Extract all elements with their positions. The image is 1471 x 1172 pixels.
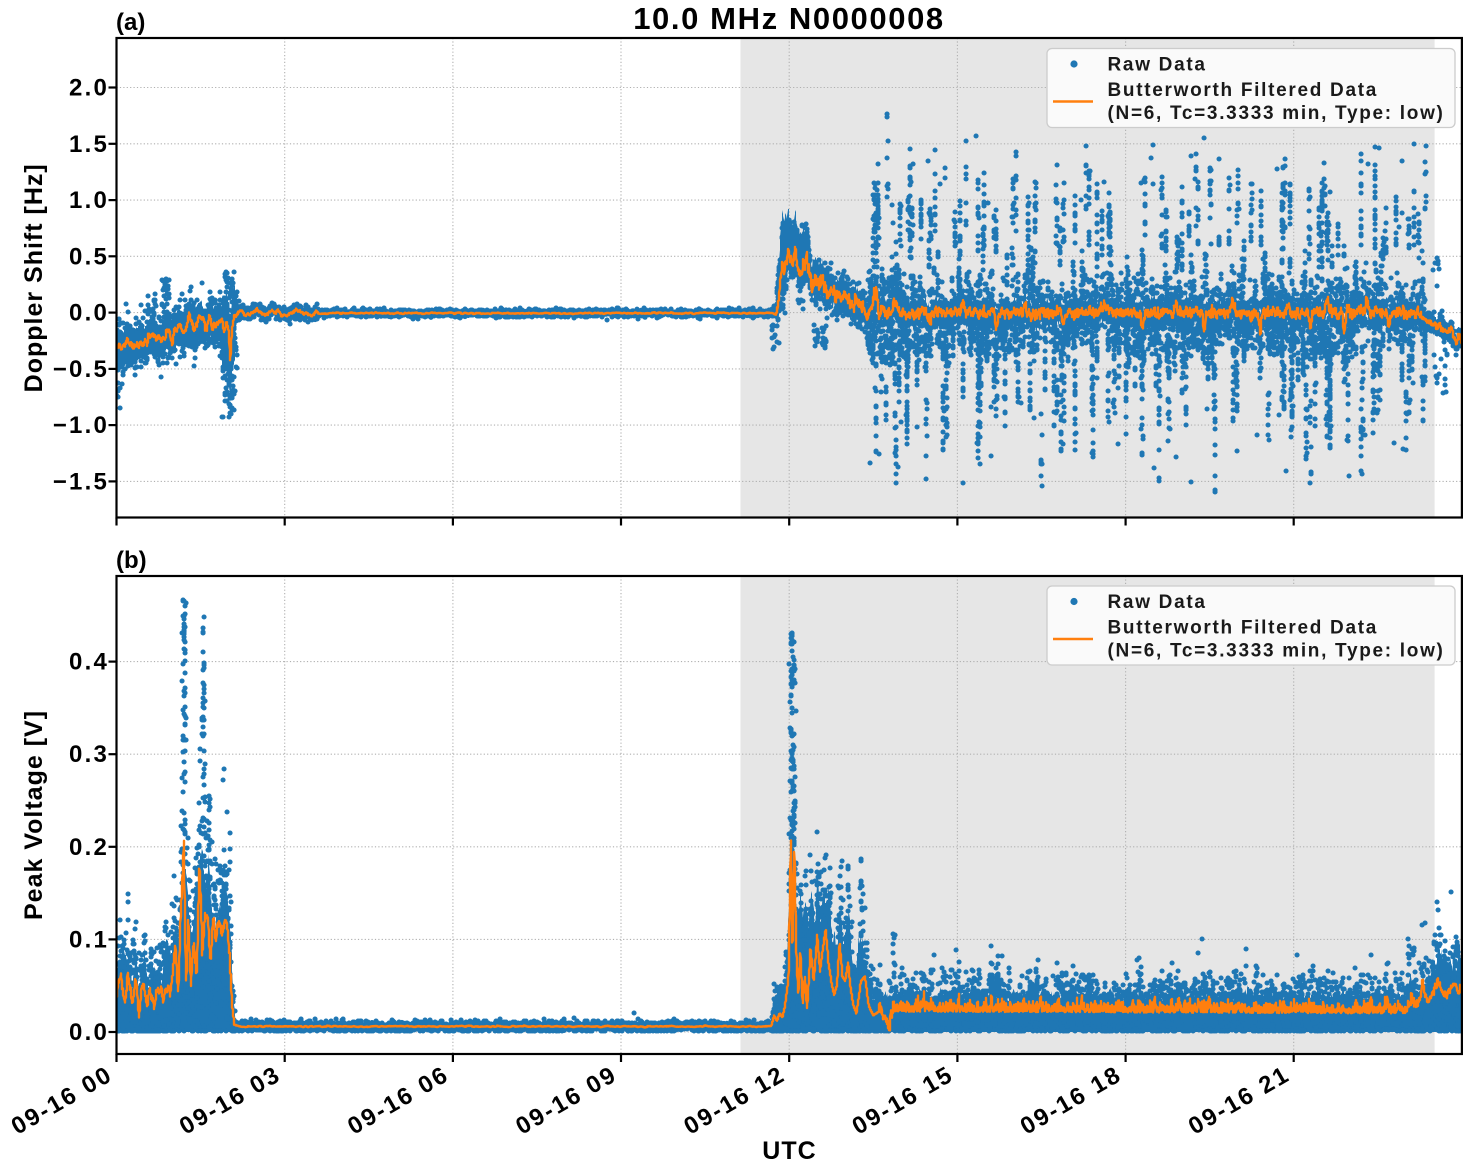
svg-text:0.1: 0.1 <box>69 926 109 953</box>
svg-text:10.0 MHz N0000008: 10.0 MHz N0000008 <box>633 1 945 36</box>
svg-text:Peak Voltage [V]: Peak Voltage [V] <box>20 710 48 920</box>
svg-text:Butterworth Filtered Data: Butterworth Filtered Data <box>1108 80 1379 101</box>
svg-text:1.0: 1.0 <box>69 187 109 214</box>
svg-text:−1.0: −1.0 <box>53 412 109 439</box>
svg-text:(N=6, Tc=3.3333 min, Type: low: (N=6, Tc=3.3333 min, Type: low) <box>1108 641 1445 662</box>
svg-text:(b): (b) <box>116 547 147 574</box>
svg-text:0.0: 0.0 <box>69 1019 109 1046</box>
svg-text:1.5: 1.5 <box>69 131 109 158</box>
svg-text:0.2: 0.2 <box>69 834 109 861</box>
svg-text:0.4: 0.4 <box>69 649 109 676</box>
svg-text:−1.5: −1.5 <box>53 468 109 495</box>
svg-text:0.0: 0.0 <box>69 300 109 327</box>
svg-text:UTC: UTC <box>762 1137 816 1165</box>
svg-text:0.5: 0.5 <box>69 243 109 270</box>
svg-text:Raw Data: Raw Data <box>1108 55 1207 76</box>
svg-text:(N=6, Tc=3.3333 min, Type: low: (N=6, Tc=3.3333 min, Type: low) <box>1108 103 1445 124</box>
svg-text:−0.5: −0.5 <box>53 356 109 383</box>
svg-text:(a): (a) <box>116 9 145 36</box>
svg-text:Raw Data: Raw Data <box>1108 592 1207 613</box>
svg-text:2.0: 2.0 <box>69 75 109 102</box>
svg-text:Doppler Shift [Hz]: Doppler Shift [Hz] <box>20 163 48 392</box>
svg-text:Butterworth Filtered Data: Butterworth Filtered Data <box>1108 618 1379 639</box>
svg-text:0.3: 0.3 <box>69 741 109 768</box>
